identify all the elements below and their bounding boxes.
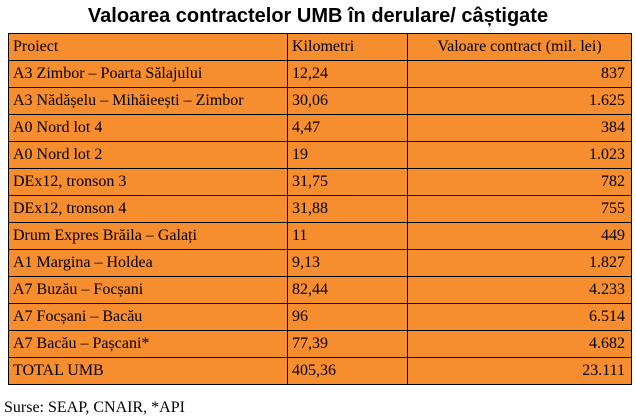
header-row: Proiect Kilometri Valoare contract (mil.… (8, 33, 632, 61)
kilometers-cell: 77,39 (287, 330, 408, 358)
project-cell: A7 Buzău – Focșani (8, 276, 288, 304)
contracts-table: Proiect Kilometri Valoare contract (mil.… (8, 33, 632, 385)
table-row: A0 Nord lot 4 4,47 384 (8, 114, 632, 142)
total-label-cell: TOTAL UMB (8, 357, 288, 385)
value-cell: 6.514 (407, 303, 632, 331)
value-cell: 782 (407, 168, 632, 196)
value-cell: 1.827 (407, 249, 632, 277)
total-row: TOTAL UMB 405,36 23.111 (8, 357, 632, 385)
project-cell: A7 Focșani – Bacău (8, 303, 288, 331)
project-cell: A7 Bacău – Pașcani* (8, 330, 288, 358)
kilometers-cell: 31,88 (287, 195, 408, 223)
project-cell: Drum Expres Brăila – Galați (8, 222, 288, 250)
kilometers-cell: 19 (287, 141, 408, 169)
kilometers-cell: 4,47 (287, 114, 408, 142)
table-row: A7 Buzău – Focșani 82,44 4.233 (8, 276, 632, 304)
table-row: A7 Bacău – Pașcani* 77,39 4.682 (8, 330, 632, 358)
value-cell: 1.625 (407, 87, 632, 115)
value-cell: 837 (407, 60, 632, 88)
kilometers-cell: 9,13 (287, 249, 408, 277)
table-row: A7 Focșani – Bacău 96 6.514 (8, 303, 632, 331)
project-cell: DEx12, tronson 3 (8, 168, 288, 196)
kilometers-cell: 11 (287, 222, 408, 250)
project-cell: DEx12, tronson 4 (8, 195, 288, 223)
table-row: DEx12, tronson 3 31,75 782 (8, 168, 632, 196)
table-row: DEx12, tronson 4 31,88 755 (8, 195, 632, 223)
header-project: Proiect (8, 33, 288, 61)
project-cell: A3 Nădășelu – Mihăieești – Zimbor (8, 87, 288, 115)
table-title: Valoarea contractelor UMB în derulare/ c… (87, 5, 549, 27)
kilometers-cell: 12,24 (287, 60, 408, 88)
value-cell: 4.233 (407, 276, 632, 304)
project-cell: A3 Zimbor – Poarta Sălajului (8, 60, 288, 88)
project-cell: A0 Nord lot 4 (8, 114, 288, 142)
value-cell: 4.682 (407, 330, 632, 358)
table-row: A3 Zimbor – Poarta Sălajului 12,24 837 (8, 60, 632, 88)
header-contract-value: Valoare contract (mil. lei) (407, 33, 632, 61)
kilometers-cell: 31,75 (287, 168, 408, 196)
value-cell: 1.023 (407, 141, 632, 169)
source-note: Surse: SEAP, CNAIR, *API (4, 399, 185, 416)
table-row: Drum Expres Brăila – Galați 11 449 (8, 222, 632, 250)
value-cell: 449 (407, 222, 632, 250)
kilometers-cell: 96 (287, 303, 408, 331)
table-row: A0 Nord lot 2 19 1.023 (8, 141, 632, 169)
header-kilometers: Kilometri (287, 33, 408, 61)
project-cell: A1 Margina – Holdea (8, 249, 288, 277)
table-row: A1 Margina – Holdea 9,13 1.827 (8, 249, 632, 277)
total-kilometers-cell: 405,36 (287, 357, 408, 385)
value-cell: 384 (407, 114, 632, 142)
project-cell: A0 Nord lot 2 (8, 141, 288, 169)
value-cell: 755 (407, 195, 632, 223)
total-value-cell: 23.111 (407, 357, 632, 385)
table-row: A3 Nădășelu – Mihăieești – Zimbor 30,06 … (8, 87, 632, 115)
kilometers-cell: 30,06 (287, 87, 408, 115)
kilometers-cell: 82,44 (287, 276, 408, 304)
